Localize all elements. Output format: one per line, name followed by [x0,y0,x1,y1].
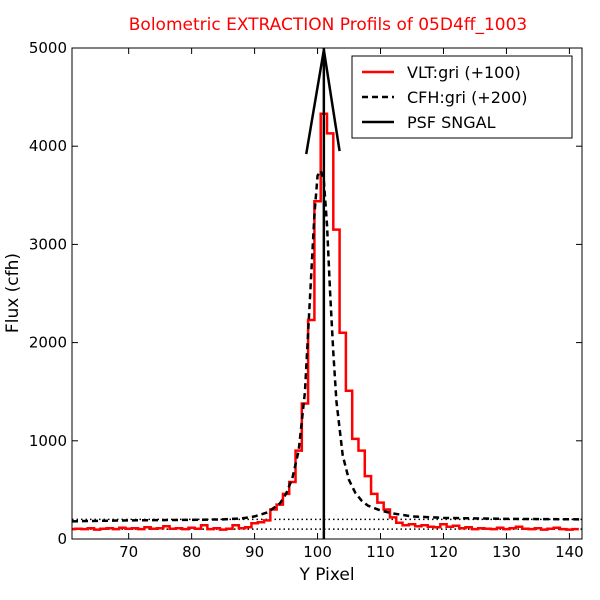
legend-label-3: PSF SNGAL [407,113,496,132]
y-tick-label: 4000 [29,137,67,155]
x-tick-label: 120 [429,543,458,561]
chart-title: Bolometric EXTRACTION Profils of 05D4ff_… [129,15,528,35]
y-tick-label: 0 [57,530,67,548]
y-tick-label: 5000 [29,39,67,57]
y-axis-label: Flux (cfh) [3,253,23,333]
x-tick-label: 90 [245,543,264,561]
x-tick-label: 100 [303,543,332,561]
x-tick-label: 70 [119,543,138,561]
axis-ticks: 70 80 90 100 110 120 130 140 0 1000 2000 3000 4000 50… [29,39,584,561]
y-tick-label: 2000 [29,334,67,352]
legend: VLT:gri (+100) CFH:gri (+200) PSF SNGAL [351,55,573,139]
x-tick-label: 130 [492,543,521,561]
x-tick-label: 80 [182,543,201,561]
peak-wedge [304,49,341,155]
y-tick-label: 1000 [29,432,67,450]
plot-area [72,48,582,539]
series-line-2 [72,167,582,523]
plot-frame [71,47,583,540]
x-tick-label: 140 [555,543,584,561]
x-tick-label: 110 [366,543,395,561]
legend-label-2: CFH:gri (+200) [407,88,528,107]
legend-box [351,55,573,139]
y-tick-label: 3000 [29,235,67,253]
legend-label-1: VLT:gri (+100) [407,63,521,82]
x-axis-label: Y Pixel [298,565,354,585]
